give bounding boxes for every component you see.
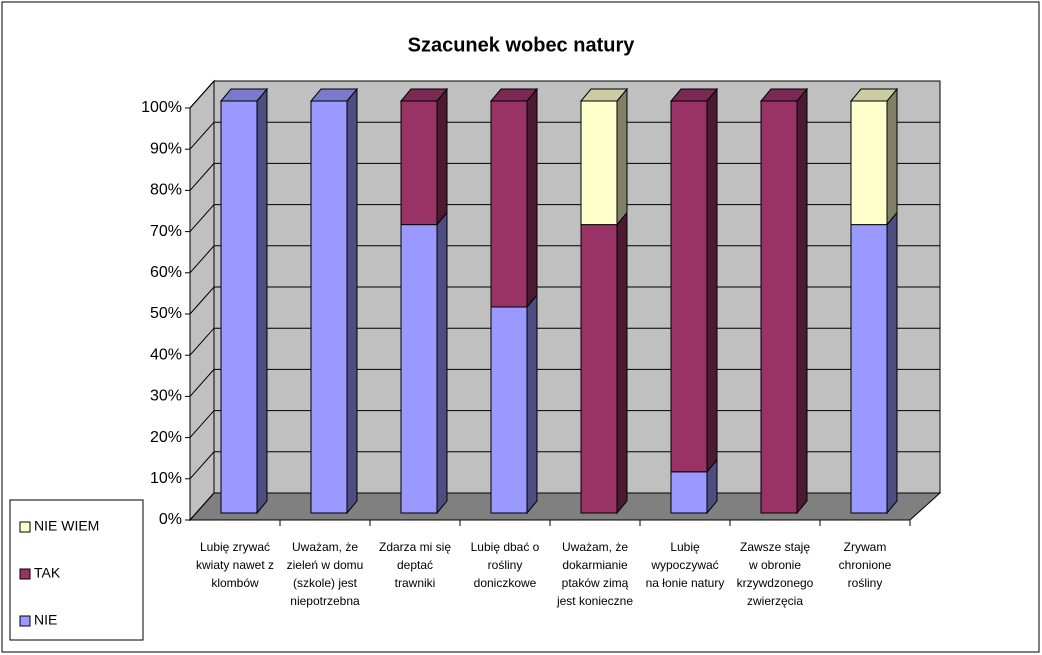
- bar-top: [309, 88, 359, 102]
- y-tick-label: 50%: [150, 305, 182, 322]
- bar-top: [399, 88, 449, 102]
- bar-top: [489, 88, 539, 102]
- x-tick-label: Lubię zrywać: [200, 540, 270, 554]
- y-tick-label: 90%: [150, 140, 182, 157]
- grid-line: [189, 80, 940, 109]
- legend-swatch: [19, 568, 31, 580]
- x-tick-label: (szkole) jest: [293, 576, 358, 590]
- bar-segment: [760, 100, 798, 514]
- x-tick-label: dokarmianie: [562, 558, 628, 572]
- x-tick-label: Lubię dbać o: [471, 540, 540, 554]
- bar-side: [436, 87, 448, 226]
- bar-segment: [490, 306, 528, 514]
- legend-label: NIE WIEM: [34, 518, 99, 534]
- bar-top: [579, 88, 629, 102]
- x-tick-label: Uważam, że: [562, 540, 628, 554]
- x-tick-label: zieleń w domu: [287, 558, 364, 572]
- bar-side: [886, 211, 898, 515]
- chart-title: Szacunek wobec natury: [408, 34, 636, 56]
- y-tick-label: 80%: [150, 182, 182, 199]
- bar-side: [616, 87, 628, 226]
- y-tick-label: 0%: [159, 511, 182, 528]
- bar-segment: [400, 100, 438, 226]
- y-tick-label: 40%: [150, 346, 182, 363]
- bar-top: [219, 88, 269, 102]
- x-tick-label: na łonie natury: [646, 576, 725, 590]
- bar-segment: [670, 100, 708, 473]
- legend-swatch: [19, 615, 31, 627]
- x-tick-label: doniczkowe: [474, 576, 537, 590]
- x-tick-label: wypoczywać: [650, 558, 718, 572]
- bar-top: [849, 88, 899, 102]
- bar-side: [526, 87, 538, 309]
- x-tick-label: Zawsze staję: [740, 540, 810, 554]
- x-tick-label: krzywdzonego: [737, 576, 814, 590]
- y-tick-label: 10%: [150, 470, 182, 487]
- bar-segment: [580, 100, 618, 226]
- bar-side: [436, 211, 448, 515]
- x-tick-label: Zrywam: [844, 540, 887, 554]
- bar-side: [616, 211, 628, 515]
- x-tick-label: zwierzęcia: [747, 594, 803, 608]
- floor: [188, 492, 942, 521]
- bar-side: [706, 87, 718, 474]
- x-tick-label: niepotrzebna: [290, 594, 360, 608]
- bar-segment: [400, 224, 438, 514]
- x-tick-label: deptać: [397, 558, 433, 572]
- x-tick-label: jest konieczne: [556, 594, 633, 608]
- legend-label: NIE: [34, 612, 57, 628]
- bar-segment: [850, 100, 888, 226]
- y-tick-label: 20%: [150, 429, 182, 446]
- x-tick-label: ptaków zimą: [562, 576, 629, 590]
- x-tick-label: rośliny: [848, 576, 883, 590]
- bar-segment: [850, 224, 888, 514]
- x-tick-label: w obronie: [748, 558, 801, 572]
- legend-label: TAK: [34, 565, 61, 581]
- x-tick-label: rośliny: [488, 558, 523, 572]
- bar-side: [796, 87, 808, 515]
- x-tick-label: klombów: [211, 576, 259, 590]
- y-tick-label: 60%: [150, 264, 182, 281]
- x-tick-label: kwiaty nawet z: [196, 558, 274, 572]
- bar-side: [526, 293, 538, 515]
- x-tick-label: trawniki: [395, 576, 436, 590]
- bar-segment: [490, 100, 528, 308]
- x-tick-label: Lubię: [670, 540, 700, 554]
- bar-top: [759, 88, 809, 102]
- legend-swatch: [19, 521, 31, 533]
- bar-side: [256, 87, 268, 515]
- y-tick-label: 30%: [150, 388, 182, 405]
- x-tick-label: Zdarza mi się: [379, 540, 451, 554]
- bar-segment: [670, 471, 708, 514]
- bar-segment: [220, 100, 258, 514]
- bar-side: [886, 87, 898, 226]
- y-tick-label: 100%: [141, 99, 182, 116]
- bar-top: [669, 88, 719, 102]
- legend-box: [9, 499, 144, 641]
- bar-segment: [580, 224, 618, 514]
- bar-side: [346, 87, 358, 515]
- bar-segment: [310, 100, 348, 514]
- x-tick-label: chronione: [839, 558, 892, 572]
- x-tick-label: Uważam, że: [292, 540, 358, 554]
- y-tick-label: 70%: [150, 223, 182, 240]
